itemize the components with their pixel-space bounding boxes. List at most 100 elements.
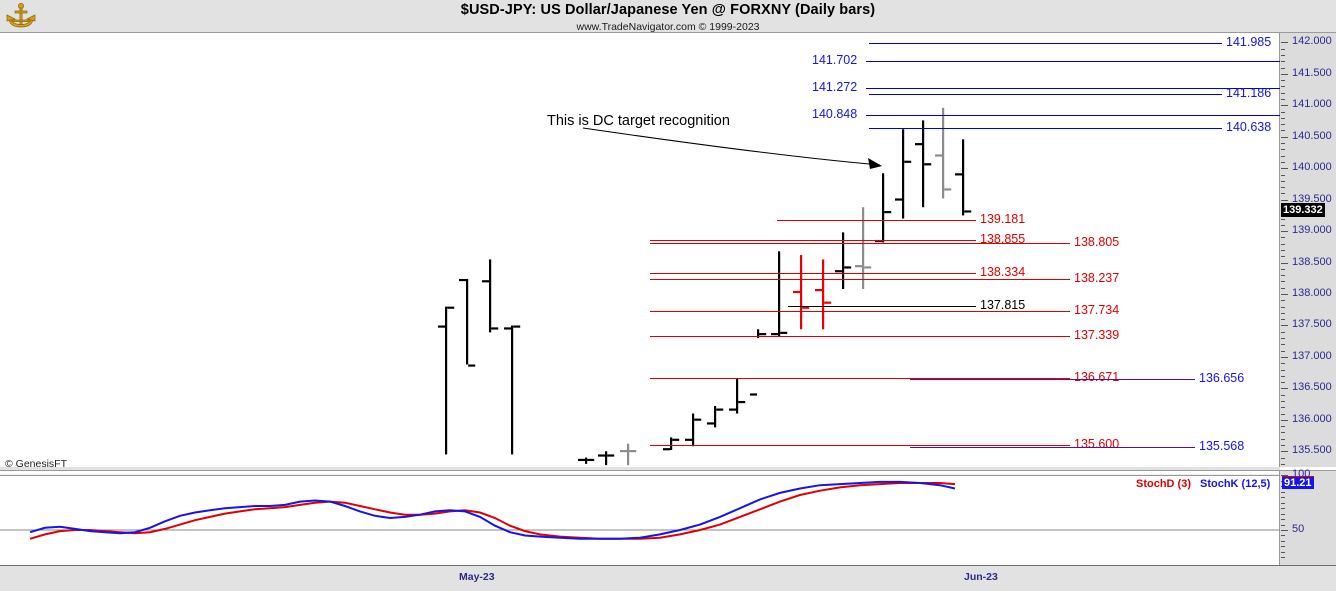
level-label: 141.985 <box>1226 35 1272 50</box>
anchor-logo-icon <box>4 1 38 31</box>
ohlc-bar[interactable] <box>771 251 788 337</box>
axis-minor-tick <box>1281 400 1285 402</box>
axis-minor-tick <box>1281 243 1285 245</box>
stochastic-d-line[interactable] <box>29 482 956 540</box>
ohlc-bar[interactable] <box>955 139 972 216</box>
axis-tick-mark <box>1281 168 1288 170</box>
axis-minor-tick <box>1281 312 1285 314</box>
ohlc-bar[interactable] <box>750 329 767 396</box>
ohlc-bar[interactable] <box>935 107 952 199</box>
price-bars-svg <box>438 107 972 466</box>
ohlc-bar[interactable] <box>815 259 832 330</box>
axis-minor-tick <box>1281 61 1285 63</box>
time-axis[interactable]: May-23 Jun-23 <box>0 565 1336 591</box>
level-line[interactable] <box>869 128 1222 130</box>
axis-minor-tick <box>1281 557 1285 559</box>
price-axis-tick-label: 136.000 <box>1292 412 1332 425</box>
ohlc-bar[interactable] <box>663 437 680 451</box>
level-line[interactable] <box>650 335 1070 337</box>
price-axis-tick-label: 138.500 <box>1292 255 1332 268</box>
axis-tick-mark <box>1281 231 1288 233</box>
stochastic-value-marker: 91.21 <box>1282 476 1314 489</box>
axis-tick-mark <box>1281 73 1288 75</box>
axis-minor-tick <box>1281 407 1285 409</box>
axis-tick-mark <box>1281 42 1288 44</box>
level-line[interactable] <box>788 305 976 307</box>
axis-minor-tick <box>1281 143 1285 145</box>
level-line[interactable] <box>869 93 1222 95</box>
page-title: $USD-JPY: US Dollar/Japanese Yen @ FORXN… <box>460 2 876 18</box>
level-line[interactable] <box>910 378 1195 380</box>
level-label: 137.734 <box>1074 302 1120 317</box>
axis-minor-tick <box>1281 551 1285 553</box>
level-line[interactable] <box>910 446 1195 448</box>
ohlc-bar[interactable] <box>504 325 521 455</box>
axis-minor-tick <box>1281 300 1285 302</box>
axis-minor-tick <box>1281 344 1285 346</box>
axis-minor-tick <box>1281 463 1285 465</box>
axis-minor-tick <box>1281 502 1285 504</box>
ohlc-bar[interactable] <box>459 278 476 367</box>
axis-minor-tick <box>1281 224 1285 226</box>
level-line[interactable] <box>866 61 1280 63</box>
level-label: 138.237 <box>1074 271 1120 286</box>
level-line[interactable] <box>650 279 1070 281</box>
ohlc-bar[interactable] <box>685 413 702 447</box>
axis-minor-tick <box>1281 497 1285 499</box>
ohlc-bar[interactable] <box>438 306 455 455</box>
axis-minor-tick <box>1281 86 1285 88</box>
price-axis-tick-label: 137.000 <box>1292 349 1332 362</box>
axis-minor-tick <box>1281 99 1285 101</box>
level-line[interactable] <box>650 377 1070 379</box>
level-line[interactable] <box>869 43 1222 45</box>
level-label: 139.181 <box>980 211 1026 226</box>
ohlc-bar[interactable] <box>835 232 852 289</box>
axis-tick-mark <box>1281 325 1288 327</box>
ohlc-bar[interactable] <box>578 457 595 464</box>
ohlc-bar[interactable] <box>895 129 912 219</box>
stochastic-legend-item[interactable]: StochK (12,5) <box>1200 478 1271 490</box>
price-chart-pane[interactable]: 141.985 141.702 141.272 141.186 140.848 140.6… <box>0 33 1280 467</box>
level-line[interactable] <box>650 273 976 275</box>
ohlc-bar[interactable] <box>620 443 637 466</box>
ohlc-bar[interactable] <box>598 451 615 466</box>
price-axis-tick-label: 137.500 <box>1292 318 1332 331</box>
price-axis-tick-label: 141.500 <box>1292 66 1332 79</box>
ohlc-bar[interactable] <box>875 173 892 243</box>
ohlc-bar[interactable] <box>793 255 810 330</box>
axis-tick-mark <box>1281 451 1288 453</box>
price-axis-tick-label: 140.500 <box>1292 129 1332 142</box>
level-label: 140.638 <box>1226 120 1272 135</box>
level-label: 138.334 <box>980 265 1026 280</box>
level-line[interactable] <box>777 219 976 221</box>
ohlc-bar[interactable] <box>729 378 746 414</box>
price-axis-tick-label: 139.500 <box>1292 192 1332 205</box>
stochastic-axis-tick-label: 50 <box>1292 523 1305 536</box>
level-line[interactable] <box>650 243 1070 245</box>
ohlc-bar[interactable] <box>482 259 499 333</box>
time-axis-label: Jun-23 <box>964 571 998 583</box>
level-line[interactable] <box>866 88 1280 90</box>
axis-minor-tick <box>1281 413 1285 415</box>
axis-minor-tick <box>1281 457 1285 459</box>
axis-minor-tick <box>1281 530 1285 532</box>
axis-minor-tick <box>1281 338 1285 340</box>
pane-divider <box>0 467 1280 470</box>
ohlc-bar[interactable] <box>915 120 932 208</box>
ohlc-bar[interactable] <box>855 207 872 289</box>
level-line[interactable] <box>866 114 1280 116</box>
ohlc-bar[interactable] <box>707 405 724 428</box>
axis-minor-tick <box>1281 281 1285 283</box>
stochastic-k-line[interactable] <box>29 480 956 540</box>
price-axis[interactable]: 142.000 141.500 141.000 140.500 140.000 139.5… <box>1280 33 1336 467</box>
level-line[interactable] <box>650 310 1070 312</box>
axis-minor-tick <box>1281 256 1285 258</box>
level-line[interactable] <box>650 240 976 242</box>
stochastic-legend-item[interactable]: StochD (3) <box>1136 478 1191 490</box>
level-line[interactable] <box>650 444 1070 446</box>
price-axis-tick-label: 136.500 <box>1292 381 1332 394</box>
axis-minor-tick <box>1281 193 1285 195</box>
stochastic-pane[interactable] <box>0 470 1280 565</box>
axis-minor-tick <box>1281 48 1285 50</box>
axis-minor-tick <box>1281 180 1285 182</box>
